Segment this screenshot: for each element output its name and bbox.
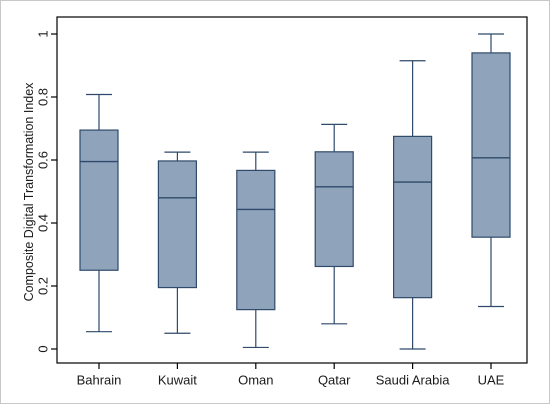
plot-border	[56, 16, 528, 364]
axes: 0 0.2 0.4 0.6 0.8 1 Bahrain Kuwait Oman Qatar Saud…	[35, 16, 528, 387]
y-tick-label: 0.6	[35, 151, 50, 169]
box-kuwait	[157, 151, 197, 334]
y-axis-title: Composite Digital Transformation Index	[22, 82, 36, 302]
boxes	[79, 33, 511, 350]
iqr-box	[157, 160, 197, 289]
x-category-label: Kuwait	[158, 372, 197, 387]
box-oman	[236, 151, 276, 349]
iqr-box	[79, 129, 119, 271]
iqr-box	[314, 151, 354, 268]
iqr-box	[393, 135, 433, 299]
x-category-label: UAE	[478, 372, 505, 387]
x-category-label: Oman	[238, 372, 273, 387]
x-category-label: Saudi Arabia	[376, 372, 450, 387]
box-uae	[471, 33, 511, 308]
box-bahrain	[79, 93, 119, 333]
y-tick-label: 0.4	[35, 214, 50, 232]
iqr-box	[471, 52, 511, 238]
box-saudi-arabia	[393, 60, 433, 350]
y-tick-label: 0	[35, 345, 50, 352]
box-qatar	[314, 123, 354, 325]
y-tick-label: 1	[35, 30, 50, 37]
x-category-label: Qatar	[318, 372, 351, 387]
x-category-label: Bahrain	[77, 372, 122, 387]
y-tick-label: 0.8	[35, 88, 50, 106]
y-tick-label: 0.2	[35, 277, 50, 295]
iqr-box	[236, 169, 276, 311]
